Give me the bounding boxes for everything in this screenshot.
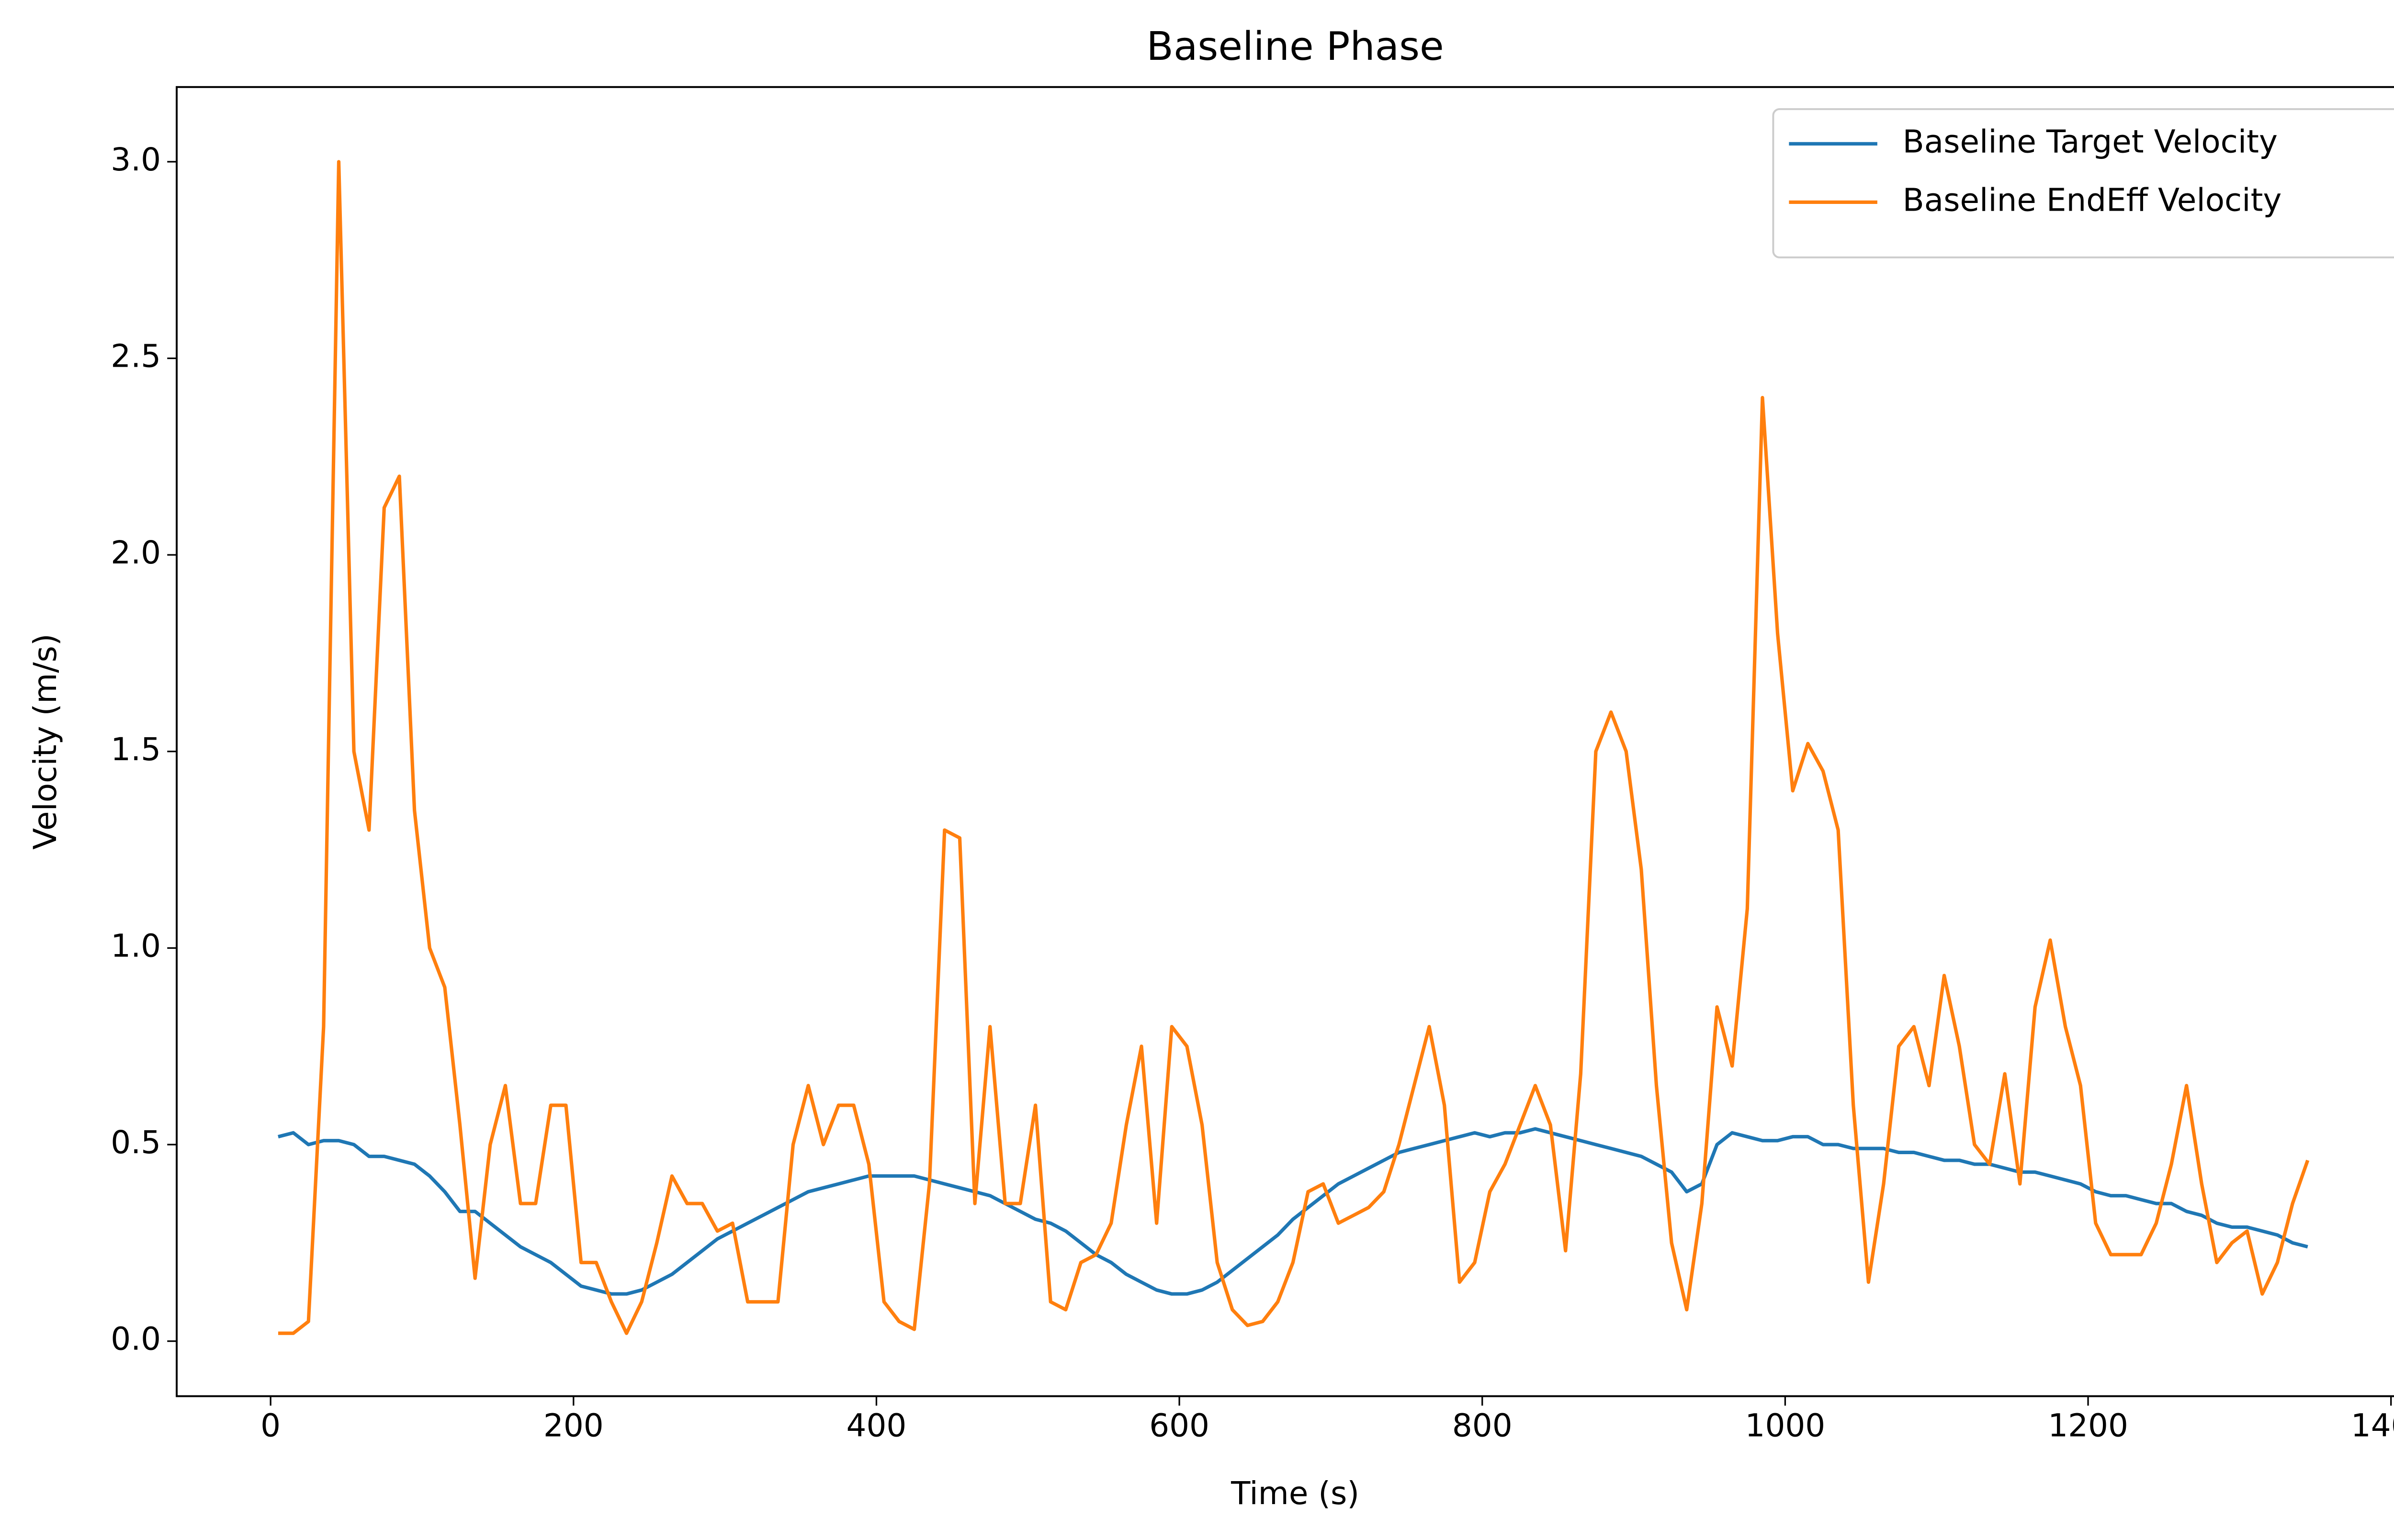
x-tick-label: 1000 [1745,1407,1826,1444]
legend-label: Baseline Target Velocity [1903,123,2278,160]
x-tick-label: 400 [847,1407,907,1444]
y-tick-label: 1.5 [111,731,161,768]
y-tick-label: 0.0 [111,1321,161,1358]
y-tick-label: 2.5 [111,338,161,375]
legend-box [1772,108,2394,259]
line-series [278,1127,2308,1296]
chart-title: Baseline Phase [1146,24,1444,69]
y-tick-label: 2.0 [111,534,161,571]
x-tick-label: 800 [1452,1407,1513,1444]
legend-label: Baseline EndEff Velocity [1903,181,2282,218]
line-series [278,160,2310,1335]
x-tick-label: 0 [260,1407,281,1444]
y-tick-label: 3.0 [111,141,161,178]
x-tick-label: 600 [1149,1407,1209,1444]
y-tick-label: 0.5 [111,1124,161,1161]
x-tick-label: 1200 [2048,1407,2128,1444]
y-tick-label: 1.0 [111,927,161,964]
x-axis-label: Time (s) [1231,1475,1359,1512]
y-axis-label: Velocity (m/s) [27,633,64,849]
plot-frame [176,86,2394,1397]
x-tick-label: 1400 [2351,1407,2394,1444]
x-tick-label: 200 [543,1407,604,1444]
